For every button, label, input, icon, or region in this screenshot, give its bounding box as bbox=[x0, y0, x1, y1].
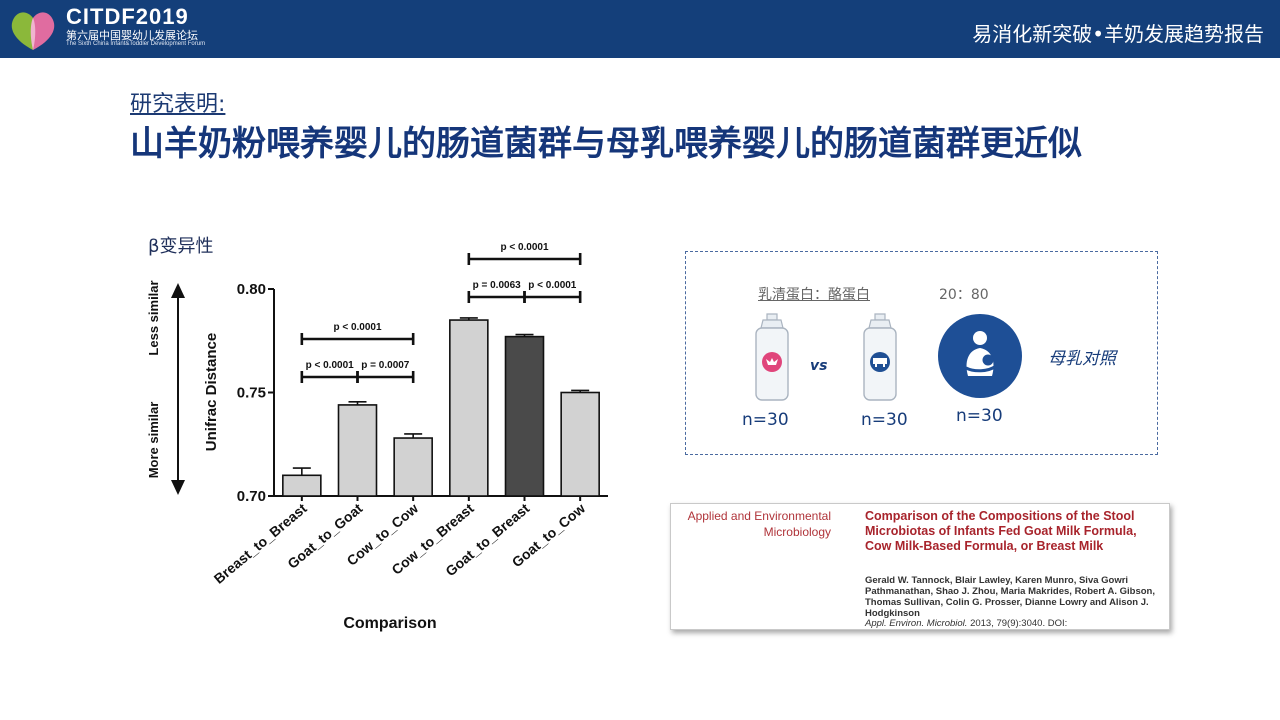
bar-cow-to-breast bbox=[449, 319, 489, 497]
ratio-value: 20：80 bbox=[939, 287, 989, 303]
citation-card: Applied and Environmental Microbiology C… bbox=[670, 503, 1170, 630]
logo-subtitle-en: The Sixth China Infant&Toddler Developme… bbox=[66, 41, 206, 47]
x-axis-label: Comparison bbox=[343, 615, 436, 632]
bar-cow-to-cow bbox=[393, 437, 433, 497]
y-tick-label: 0.80 bbox=[237, 281, 266, 298]
bar-goat-to-cow bbox=[560, 391, 600, 497]
y-tick-label: 0.75 bbox=[237, 385, 266, 402]
vs-text: vs bbox=[810, 358, 828, 374]
bar-breast-to-breast bbox=[282, 474, 322, 497]
unifrac-bar-chart: 0.70 0.75 0.80 Unifrac Distance Less similar… bbox=[146, 242, 608, 632]
p-value-label: p < 0.0001 bbox=[528, 280, 577, 291]
p-value-label: p < 0.0001 bbox=[306, 360, 355, 371]
header-bar: CITDF2019 第六届中国婴幼儿发展论坛 The Sixth China I… bbox=[0, 0, 1280, 58]
goat-milk-bottle-icon bbox=[755, 313, 789, 401]
p-value-label: p < 0.0001 bbox=[333, 322, 382, 333]
more-similar-label: More similar bbox=[146, 402, 161, 479]
cow-group-n: n=30 bbox=[861, 410, 908, 430]
comparison-box: 乳清蛋白：酪蛋白 20：80 vs 母乳对照 n=30 n=30 n=30 bbox=[685, 251, 1158, 455]
paper-authors: Gerald W. Tannock, Blair Lawley, Karen M… bbox=[865, 575, 1155, 619]
ratio-label: 乳清蛋白：酪蛋白 bbox=[758, 287, 870, 303]
goat-group-n: n=30 bbox=[742, 410, 789, 430]
p-value-label: p = 0.0063 bbox=[473, 280, 522, 291]
journal-abbrev: Appl. Environ. Microbiol. bbox=[865, 618, 968, 629]
bar-goat-to-breast bbox=[504, 335, 545, 497]
arrow-down-head bbox=[171, 480, 185, 495]
reference-details: 2013, 79(9):3040. DOI: bbox=[967, 618, 1068, 629]
breast-group-n: n=30 bbox=[956, 406, 1003, 426]
beta-diversity-label: β变异性 bbox=[148, 236, 214, 257]
breastfeeding-icon bbox=[938, 314, 1022, 398]
less-similar-label: Less similar bbox=[146, 280, 161, 355]
paper-reference: Appl. Environ. Microbiol. 2013, 79(9):30… bbox=[865, 618, 1165, 629]
paper-title: Comparison of the Compositions of the St… bbox=[865, 509, 1137, 553]
slide-headline: 山羊奶粉喂养婴儿的肠道菌群与母乳喂养婴儿的肠道菌群更近似 bbox=[130, 124, 1082, 164]
y-axis-label: Unifrac Distance bbox=[203, 333, 220, 451]
arrow-up-head bbox=[171, 283, 185, 298]
x-tick-label: Breast_to_Breast bbox=[211, 500, 310, 587]
p-value-label: p < 0.0001 bbox=[500, 242, 549, 253]
intro-text: 研究表明: bbox=[130, 92, 226, 117]
journal-name: Applied and Environmental Microbiology bbox=[687, 509, 831, 539]
report-title: 易消化新突破•羊奶发展趋势报告 bbox=[972, 22, 1264, 46]
bar-goat-to-goat bbox=[337, 404, 378, 497]
y-tick-label: 0.70 bbox=[237, 488, 266, 505]
logo-title: CITDF2019 bbox=[66, 4, 189, 29]
breast-milk-reference-label: 母乳对照 bbox=[1048, 349, 1116, 369]
logo-subtitle-cn: 第六届中国婴幼儿发展论坛 bbox=[66, 29, 198, 42]
cow-milk-bottle-icon bbox=[863, 313, 897, 401]
forum-logo-icon bbox=[11, 12, 55, 50]
p-value-label: p = 0.0007 bbox=[361, 360, 410, 371]
